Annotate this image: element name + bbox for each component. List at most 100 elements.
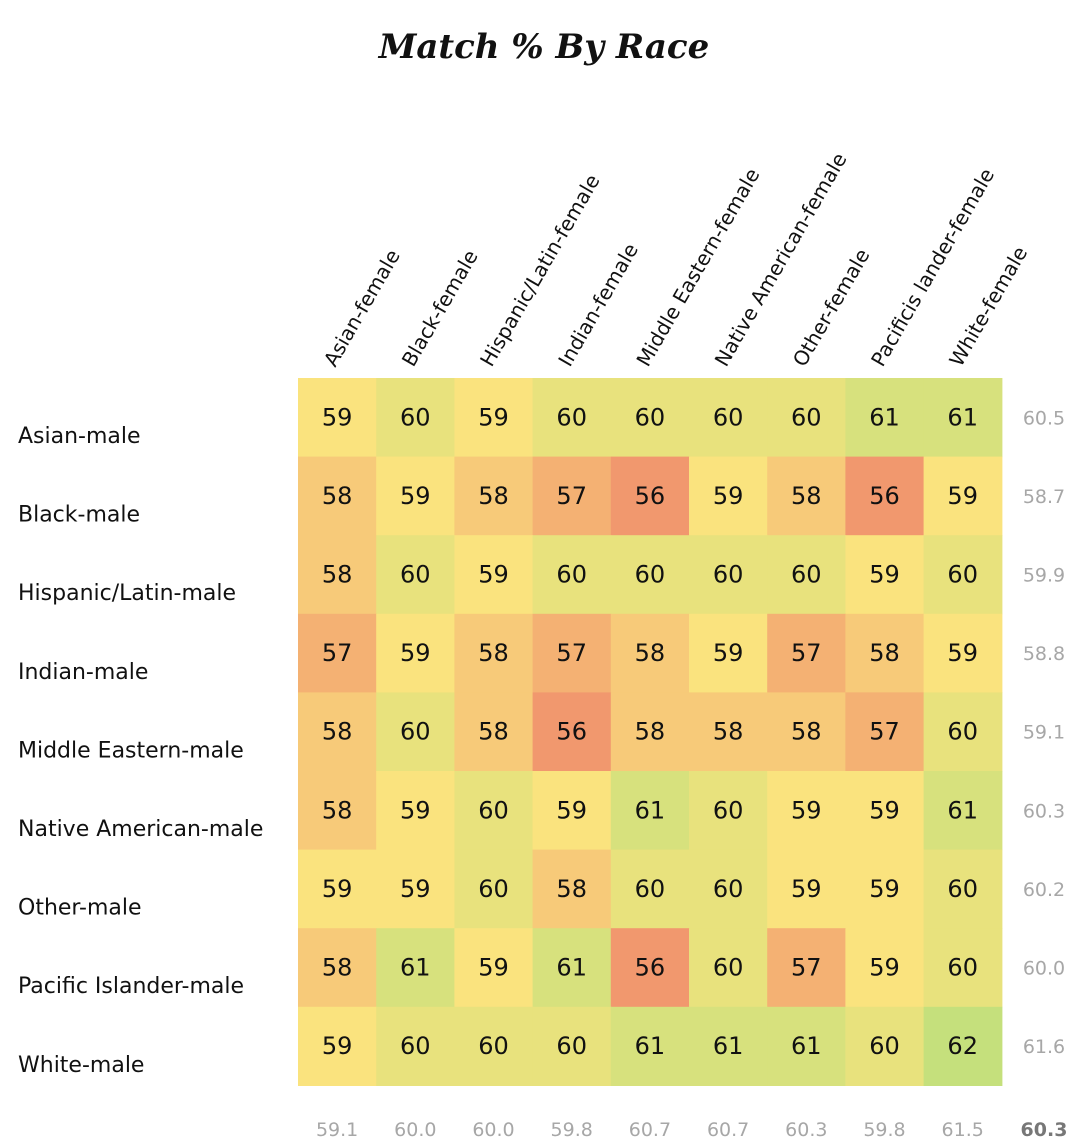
cell-value-label: 60 <box>713 561 744 589</box>
heatmap-cell <box>923 456 1003 536</box>
row-label: Middle Eastern-male <box>18 738 244 763</box>
row-total-label: 60.0 <box>1023 958 1065 980</box>
heatmap-cell <box>689 613 768 693</box>
cell-value-label: 58 <box>478 482 509 510</box>
column-label: Asian-female <box>319 245 405 370</box>
row-total-label: 59.9 <box>1023 565 1065 587</box>
cell-value-label: 60 <box>791 403 822 431</box>
heatmap-cell <box>923 1006 1003 1086</box>
cell-value-label: 58 <box>635 639 666 667</box>
cell-value-label: 59 <box>400 639 431 667</box>
heatmap-cell <box>767 1006 846 1086</box>
heatmap-cell <box>845 928 925 1008</box>
column-total-label: 59.1 <box>316 1119 358 1141</box>
row-label: Indian-male <box>18 660 148 685</box>
heatmap-cell <box>923 378 1003 458</box>
cell-value-label: 59 <box>400 875 431 903</box>
heatmap-cell <box>454 849 534 929</box>
cell-value-label: 59 <box>869 561 900 589</box>
row-label: Other-male <box>18 896 142 921</box>
heatmap-cell <box>767 771 846 851</box>
cell-value-label: 57 <box>322 639 353 667</box>
cell-value-label: 59 <box>791 796 822 824</box>
row-total-label: 61.6 <box>1023 1036 1065 1058</box>
heatmap-cell <box>767 928 846 1008</box>
cell-value-label: 57 <box>869 718 900 746</box>
heatmap-cell <box>454 692 534 772</box>
cell-value-label: 59 <box>400 482 431 510</box>
heatmap-cell <box>689 456 768 536</box>
heatmap-cell <box>298 692 377 772</box>
cell-value-label: 58 <box>791 482 822 510</box>
heatmap-cell <box>532 692 612 772</box>
column-total-label: 60.0 <box>394 1119 436 1141</box>
cell-value-label: 60 <box>400 403 431 431</box>
column-label: White-female <box>944 242 1032 370</box>
heatmap-cell <box>923 771 1003 851</box>
cell-value-label: 60 <box>635 561 666 589</box>
heatmap-cell <box>376 928 455 1008</box>
row-label: Hispanic/Latin-male <box>18 581 236 606</box>
row-labels: Asian-male Black-male Hispanic/Latin-male I… <box>18 424 263 1078</box>
heatmap-cell <box>689 928 768 1008</box>
heatmap-cell <box>610 1006 690 1086</box>
column-total-label: 60.3 <box>785 1119 827 1141</box>
cell-value-label: 60 <box>478 875 509 903</box>
cell-value-label: 61 <box>947 403 978 431</box>
cell-value-label: 59 <box>869 796 900 824</box>
cell-value-label: 58 <box>322 561 353 589</box>
row-label: Native American-male <box>18 817 263 842</box>
heatmap-cell <box>610 456 690 536</box>
heatmap-cell <box>845 378 925 458</box>
column-total-label: 61.5 <box>942 1119 984 1141</box>
cell-value-label: 58 <box>713 718 744 746</box>
heatmap-cell <box>376 378 455 458</box>
column-total-label: 60.0 <box>472 1119 514 1141</box>
cell-value-label: 60 <box>947 561 978 589</box>
cell-value-label: 58 <box>322 954 353 982</box>
heatmap-cell <box>767 613 846 693</box>
cell-value-label: 59 <box>556 796 587 824</box>
row-total-label: 60.3 <box>1023 800 1065 822</box>
row-total-label: 58.7 <box>1023 486 1065 508</box>
column-label: Native American-female <box>710 149 852 371</box>
cell-value-label: 60 <box>556 403 587 431</box>
cell-value-label: 59 <box>713 482 744 510</box>
cell-value-label: 59 <box>947 639 978 667</box>
heatmap-cell <box>454 613 534 693</box>
cell-value-label: 60 <box>556 561 587 589</box>
cell-value-label: 59 <box>478 954 509 982</box>
heatmap-cell <box>923 692 1003 772</box>
column-label: Indian-female <box>553 239 643 370</box>
cell-value-label: 59 <box>400 796 431 824</box>
column-total-label: 60.7 <box>707 1119 749 1141</box>
row-total-label: 59.1 <box>1023 722 1065 744</box>
heatmap-cell <box>532 613 612 693</box>
cell-value-label: 61 <box>400 954 431 982</box>
heatmap-cell <box>845 613 925 693</box>
heatmap-cell <box>845 1006 925 1086</box>
cell-value-label: 62 <box>947 1032 978 1060</box>
cell-value-label: 60 <box>400 1032 431 1060</box>
cell-value-label: 57 <box>791 954 822 982</box>
heatmap-cell <box>376 849 455 929</box>
cell-value-label: 60 <box>947 718 978 746</box>
heatmap-cell <box>376 613 455 693</box>
cell-value-label: 61 <box>947 796 978 824</box>
heatmap-cell <box>454 771 534 851</box>
cell-value-label: 56 <box>635 482 666 510</box>
heatmap-cell <box>610 692 690 772</box>
cell-value-label: 58 <box>478 718 509 746</box>
cell-value-label: 59 <box>478 561 509 589</box>
heatmap-cell <box>298 928 377 1008</box>
heatmap-cell <box>689 378 768 458</box>
heatmap-cell <box>610 928 690 1008</box>
cell-value-label: 61 <box>556 954 587 982</box>
cell-value-label: 60 <box>713 875 744 903</box>
heatmap-cell <box>532 456 612 536</box>
cell-value-label: 61 <box>869 403 900 431</box>
heatmap-cell <box>298 378 377 458</box>
heatmap-cell <box>532 535 612 615</box>
heatmap-cell <box>454 378 534 458</box>
